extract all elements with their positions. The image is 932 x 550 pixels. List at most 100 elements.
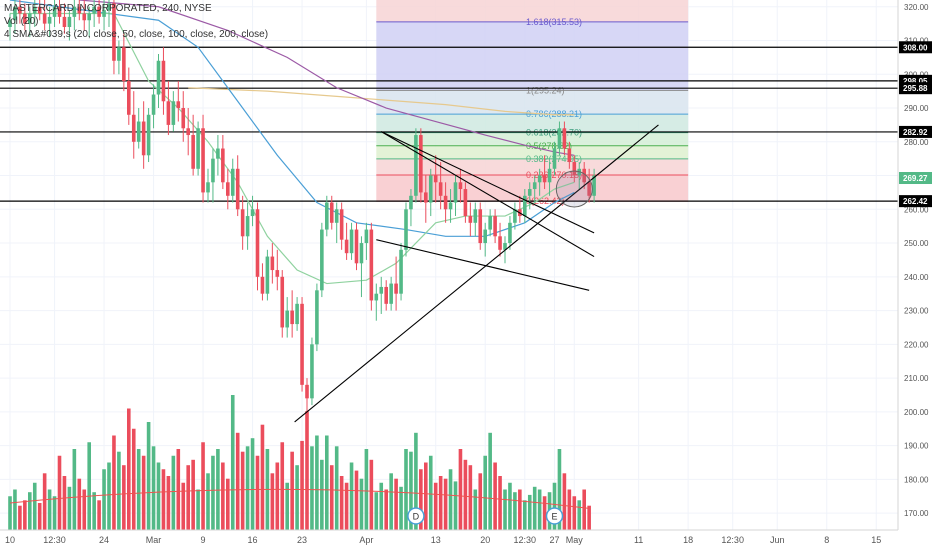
time-tick-label: 13 [431, 535, 441, 545]
candle-body [513, 209, 517, 223]
price-label-badge [899, 195, 932, 208]
time-axis-bg [0, 530, 932, 550]
volume-legend: Vol (20) [4, 16, 39, 27]
time-tick-label: 12:30 [721, 535, 744, 545]
candle-body [359, 243, 364, 264]
volume-bar [508, 482, 512, 530]
price-tick-label: 280.00 [904, 138, 929, 147]
time-tick-label: 15 [871, 535, 881, 545]
candle-body [141, 121, 146, 156]
candlesticks [8, 0, 596, 412]
candle-body [235, 168, 240, 210]
volume-bar [8, 496, 12, 530]
volume-bar [285, 482, 289, 530]
fibonacci-retracement[interactable]: 0(262.42)0.236(270.15)0.382(274.95)0.5(2… [376, 0, 689, 206]
candle-body [582, 168, 586, 183]
volume-bar [151, 446, 156, 530]
trendline [381, 131, 595, 234]
volume-bar [315, 435, 319, 530]
candle-body [290, 310, 294, 325]
candle-body [562, 128, 567, 149]
volume-bar [186, 465, 190, 530]
price-tick-label: 290.00 [904, 104, 929, 113]
volume-bar [196, 489, 200, 530]
candle-body [13, 6, 17, 21]
volume-bar [428, 455, 433, 530]
price-tick-label: 190.00 [904, 442, 929, 451]
candle-body [47, 16, 52, 24]
volume-bar [216, 449, 220, 530]
trendline [380, 131, 595, 258]
sma-legend: 4 SMA&#039;s (20, close, 50, close, 100,… [4, 29, 269, 40]
sma-200-line [188, 87, 575, 116]
volume-bar [28, 492, 32, 530]
volume-bar [32, 482, 37, 530]
candle-body [537, 175, 542, 183]
candle-body [305, 384, 309, 399]
candle-body [131, 114, 136, 142]
volume-bar [424, 462, 428, 530]
candle-body [82, 13, 87, 21]
volume-bar [364, 449, 369, 530]
volume-bar [235, 432, 240, 530]
candle-body [206, 182, 210, 193]
price-tick-label: 300.00 [904, 70, 929, 79]
candle-body [255, 209, 260, 277]
candle-body [488, 216, 492, 230]
trendlines[interactable] [294, 124, 659, 423]
volume-bar [92, 492, 96, 530]
candle-body [448, 202, 453, 210]
volume-bar [404, 449, 408, 530]
chart-legend: MASTERCARD INCORPORATED, 240, NYSE Vol (… [4, 2, 268, 41]
candle-body [171, 101, 176, 125]
candle-body [473, 209, 478, 223]
volume-bar [334, 446, 339, 530]
price-tick-label: 200.00 [904, 408, 929, 417]
volume-bar [57, 455, 62, 530]
price-label-text: 269.27 [903, 174, 928, 183]
volume-bar [344, 482, 349, 530]
candle-body [127, 81, 131, 115]
volume-bar [419, 469, 423, 530]
volume-bar [577, 500, 582, 530]
candle-body [394, 283, 398, 294]
candle-body [18, 6, 22, 14]
volume-bar [537, 489, 542, 530]
volume-bar [325, 435, 329, 530]
volume-bar [394, 478, 398, 530]
volume-bar [493, 462, 497, 530]
fib-zone [376, 114, 689, 133]
candle-body [186, 128, 190, 136]
candle-body [379, 286, 384, 294]
volume-bar [171, 455, 176, 530]
volume-bar [156, 462, 161, 530]
price-label-badge [899, 172, 932, 185]
volume-bar [260, 424, 265, 530]
volume-bar [463, 459, 468, 530]
time-tick-label: 11 [634, 535, 643, 545]
candle-body [221, 148, 225, 183]
fib-level-label: 0.5(278.82) [526, 141, 572, 151]
candle-body [77, 6, 82, 14]
volume-bar [488, 432, 492, 530]
candle-body [458, 182, 463, 190]
candle-body [478, 209, 483, 244]
volume-bar [518, 489, 522, 530]
price-tick-label: 170.00 [904, 509, 929, 518]
volume-bar [62, 476, 67, 530]
volume-bar [161, 469, 166, 530]
volume-bar [453, 481, 458, 530]
volume-bar [379, 482, 384, 530]
time-tick-label: 12:30 [43, 535, 66, 545]
volume-bar [226, 478, 230, 530]
candle-body [404, 209, 408, 250]
volume-bar [339, 476, 344, 530]
volume-bar [399, 486, 403, 530]
candle-body [320, 229, 324, 291]
candle-body [245, 216, 250, 237]
volume-bar [230, 395, 235, 530]
fib-zone [376, 90, 689, 115]
candle-body [523, 195, 527, 217]
